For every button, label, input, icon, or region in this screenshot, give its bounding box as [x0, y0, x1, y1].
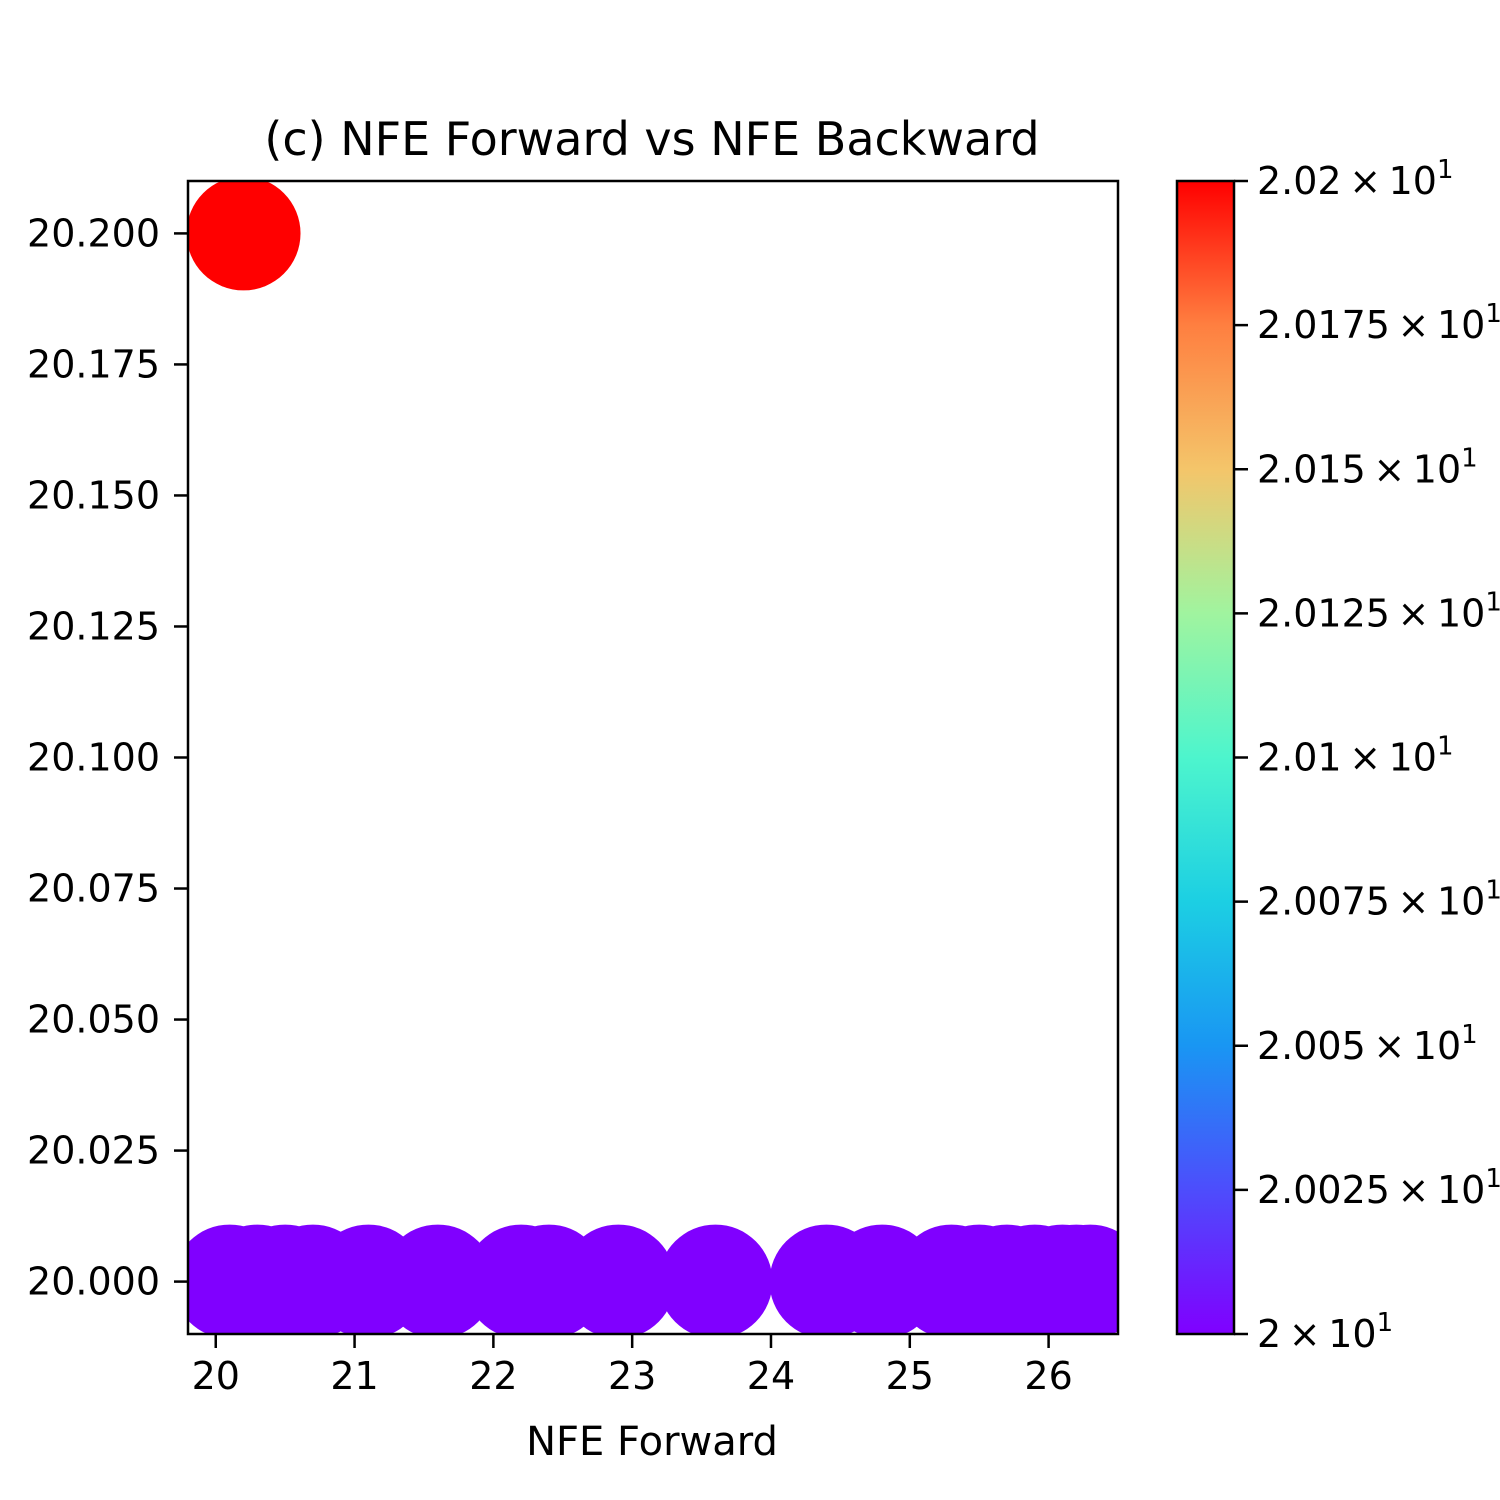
y-tick-label: 20.050	[27, 998, 160, 1042]
data-point	[658, 1224, 773, 1334]
y-tick-label: 20.150	[27, 473, 160, 517]
points-layer	[188, 181, 1118, 1334]
x-tick-label: 25	[886, 1354, 934, 1398]
data-point	[561, 1224, 676, 1334]
y-axis: 20.000 20.025 20.050 20.075 20.100 20.125 20.1…	[27, 211, 188, 1304]
y-tick-label: 20.125	[27, 604, 160, 648]
y-tick-label: 20.200	[27, 211, 160, 255]
colorbar-tick-label: 2.015 × 101	[1257, 443, 1478, 491]
x-tick-label: 23	[608, 1354, 656, 1398]
colorbar	[1175, 179, 1236, 1336]
data-point	[380, 1224, 495, 1334]
colorbar-ticks: 2 × 101 2.0025 × 101 2.005 × 101 2.0075 × 1…	[1234, 155, 1500, 1356]
colorbar-tick-label: 2.005 × 101	[1257, 1020, 1478, 1068]
chart-title: (c) NFE Forward vs NFE Backward	[264, 112, 1039, 166]
colorbar-tick-label: 2.01 × 101	[1257, 732, 1454, 780]
x-tick-label: 24	[747, 1354, 795, 1398]
y-tick-label: 20.000	[27, 1260, 160, 1304]
y-tick-label: 20.025	[27, 1129, 160, 1173]
colorbar-tick-label: 2.0025 × 101	[1257, 1164, 1500, 1212]
x-tick-label: 22	[469, 1354, 517, 1398]
x-tick-label: 21	[330, 1354, 378, 1398]
colorbar-tick-label: 2.0175 × 101	[1257, 299, 1500, 347]
y-tick-label: 20.075	[27, 867, 160, 911]
x-tick-label: 26	[1024, 1354, 1072, 1398]
colorbar-tick-label: 2.02 × 101	[1257, 155, 1454, 203]
x-tick-label: 20	[192, 1354, 240, 1398]
colorbar-tick-label: 2.0125 × 101	[1257, 587, 1500, 635]
colorbar-tick-label: 2.0075 × 101	[1257, 876, 1500, 924]
y-tick-label: 20.100	[27, 736, 160, 780]
x-axis-label: NFE Forward	[526, 1419, 778, 1465]
data-point	[1033, 1224, 1118, 1334]
y-tick-label: 20.175	[27, 342, 160, 386]
x-axis: 20 21 22 23 24 25 26	[192, 1334, 1073, 1398]
colorbar-tick-label: 2 × 101	[1257, 1308, 1393, 1356]
plot-area	[188, 181, 1118, 1334]
data-point	[188, 181, 301, 291]
